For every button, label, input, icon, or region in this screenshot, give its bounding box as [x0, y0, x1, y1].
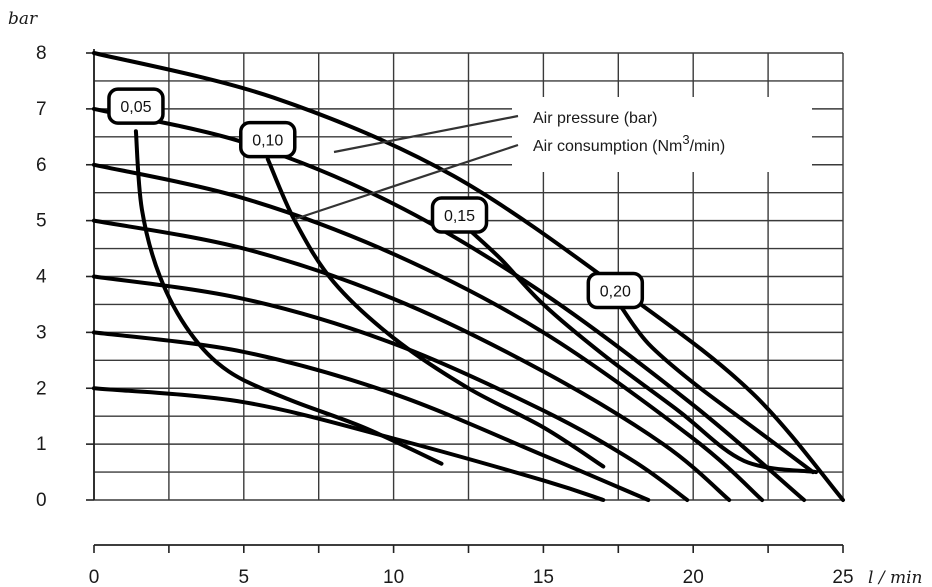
legend-consumption-prefix: Air consumption (Nm: [533, 138, 682, 155]
consumption-curve: [265, 157, 606, 469]
legend-background: [512, 97, 812, 172]
y-tick-label: 8: [36, 43, 47, 64]
y-tick-label: 0: [36, 490, 47, 511]
consumption-curve: [133, 129, 444, 466]
y-tick-label: 7: [36, 99, 47, 120]
axes: 0 1 2 3 4 5 6 7 8 0 5 10 15 20 25: [36, 43, 854, 587]
pressure-curve: [92, 162, 765, 502]
x-tick-label: 0: [89, 567, 100, 587]
pressure-curve: [92, 218, 732, 502]
y-tick-label: 3: [36, 322, 47, 343]
consumption-badge-label: 0,05: [120, 99, 151, 116]
legend-leader-pressure: [333, 114, 519, 154]
x-axis-label: l / min: [868, 568, 922, 587]
consumption-badges: 0,05 0,10 0,15 0,20: [107, 87, 645, 310]
y-tick-label: 1: [36, 434, 47, 455]
y-axis-label: bar: [8, 9, 38, 29]
legend-air-pressure: Air pressure (bar): [533, 110, 657, 127]
consumption-curve: [619, 305, 815, 475]
x-tick-label: 5: [239, 567, 250, 587]
consumption-badge-box: [586, 271, 645, 310]
consumption-badge-label: 0,20: [600, 283, 631, 300]
legend-consumption-suffix: /min): [690, 138, 726, 155]
consumption-badge-box: [239, 120, 297, 159]
consumption-curves: [133, 129, 818, 475]
legend-air-consumption: Air consumption (Nm3/min): [533, 132, 725, 155]
pressure-curve: [92, 330, 651, 502]
pressure-curve: [92, 274, 690, 502]
consumption-badge-box: [430, 196, 489, 234]
consumption-badge-label: 0,10: [252, 133, 283, 150]
y-tick-label: 2: [36, 378, 47, 399]
x-tick-label: 20: [683, 567, 704, 587]
consumption-curve: [469, 229, 818, 475]
x-tick-label: 10: [383, 567, 404, 587]
legend-leader-consumption: [294, 143, 519, 221]
legend-consumption-superscript: 3: [682, 132, 689, 147]
y-tick-label: 4: [36, 267, 47, 288]
x-tick-label: 25: [832, 567, 853, 587]
y-tick-label: 5: [36, 211, 47, 232]
pressure-curve: [92, 106, 807, 502]
consumption-badge-label: 0,15: [444, 208, 475, 225]
y-tick-label: 6: [36, 155, 47, 176]
consumption-badge-box: [107, 87, 165, 125]
pressure-curve: [92, 51, 845, 502]
legend: Air pressure (bar) Air consumption (Nm3/…: [294, 97, 812, 221]
pressure-curves: [92, 51, 845, 502]
x-tick-label: 15: [533, 567, 554, 587]
